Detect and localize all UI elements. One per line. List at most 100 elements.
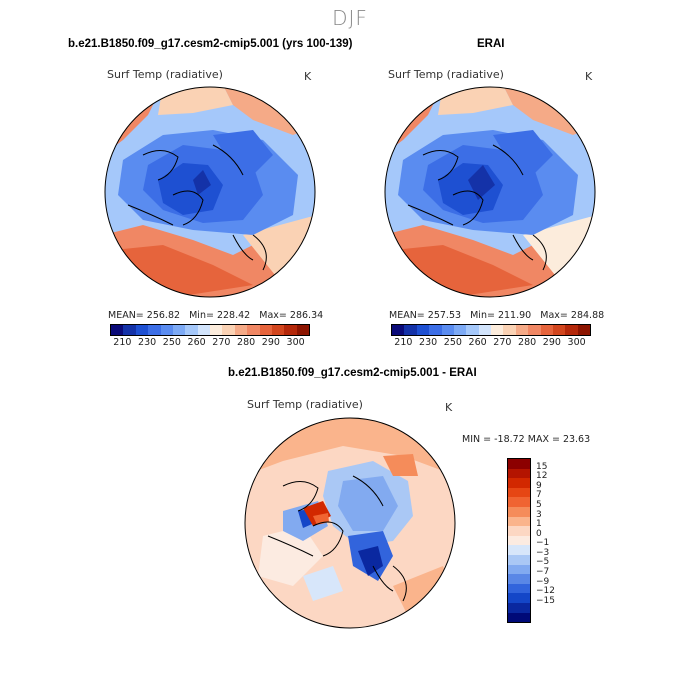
colorbar-swatch — [185, 325, 198, 335]
diff-colorbar-label: 9 — [536, 480, 542, 491]
colorbar-swatch — [296, 325, 309, 335]
colorbar-tick-label: 230 — [419, 337, 438, 348]
right-units-label: K — [585, 70, 593, 83]
colorbar-tick-label: 300 — [567, 337, 586, 348]
colorbar-swatch — [416, 325, 430, 335]
colorbar-swatch — [404, 325, 417, 335]
colorbar-tick-label: 250 — [443, 337, 462, 348]
diff-colorbar-swatch — [508, 487, 530, 498]
diff-colorbar-label: 15 — [536, 461, 548, 472]
diff-colorbar-label: 7 — [536, 490, 542, 501]
left-variable-label: Surf Temp (radiative) — [107, 68, 223, 81]
right-variable-label: Surf Temp (radiative) — [388, 68, 504, 81]
colorbar-swatch — [135, 325, 149, 335]
diff-colorbar-swatch — [508, 526, 530, 536]
diff-colorbar-swatch — [508, 497, 530, 507]
colorbar-swatch — [577, 325, 590, 335]
right-polar-map — [384, 86, 596, 298]
diff-minmax: MIN = -18.72 MAX = 23.63 — [462, 434, 591, 445]
left-colorbar-ticks: 210 230 250 260 270 280 290 300 — [110, 337, 308, 349]
diff-colorbar-swatch — [508, 583, 530, 594]
diff-colorbar-swatch — [508, 564, 530, 575]
left-stats: MEAN= 256.82 Min= 228.42 Max= 286.34 — [108, 310, 324, 321]
colorbar-swatch — [478, 325, 491, 335]
diff-colorbar-label: 3 — [536, 509, 542, 520]
colorbar-swatch — [552, 325, 566, 335]
diff-colorbar-label: −3 — [536, 547, 550, 558]
diff-polar-map — [244, 417, 456, 629]
diff-colorbar-label: 0 — [536, 528, 542, 539]
colorbar-swatch — [540, 325, 553, 335]
colorbar-swatch — [247, 325, 260, 335]
season-title: DJF — [332, 6, 368, 30]
colorbar-tick-label: 270 — [212, 337, 231, 348]
colorbar-tick-label: 300 — [286, 337, 305, 348]
diff-colorbar-label: 12 — [536, 471, 548, 482]
diff-colorbar-label: −12 — [536, 586, 555, 597]
colorbar-swatch — [528, 325, 541, 335]
colorbar-swatch — [259, 325, 272, 335]
colorbar-swatch — [392, 325, 405, 335]
colorbar-swatch — [222, 325, 235, 335]
colorbar-tick-label: 260 — [468, 337, 487, 348]
colorbar-swatch — [491, 325, 504, 335]
diff-colorbar-label: 5 — [536, 499, 542, 510]
colorbar-tick-label: 290 — [261, 337, 280, 348]
diff-colorbar-swatch — [508, 593, 530, 603]
right-panel-title: ERAI — [477, 38, 505, 50]
diff-colorbar-label: 1 — [536, 519, 542, 530]
diff-colorbar-label: −1 — [536, 538, 550, 549]
colorbar-swatch — [160, 325, 173, 335]
diff-colorbar-swatch — [508, 478, 530, 488]
right-stats: MEAN= 257.53 Min= 211.90 Max= 284.88 — [389, 310, 605, 321]
colorbar-swatch — [441, 325, 454, 335]
diff-colorbar-label: −7 — [536, 567, 550, 578]
colorbar-swatch — [284, 325, 297, 335]
colorbar-tick-label: 280 — [518, 337, 537, 348]
diff-panel-title: b.e21.B1850.f09_g17.cesm2-cmip5.001 - ER… — [228, 367, 477, 379]
diff-colorbar-swatch — [508, 506, 530, 517]
colorbar-swatch — [565, 325, 578, 335]
left-polar-map — [104, 86, 316, 298]
left-units-label: K — [304, 70, 312, 83]
colorbar-swatch — [429, 325, 442, 335]
right-colorbar-ticks: 210 230 250 260 270 280 290 300 — [391, 337, 589, 349]
colorbar-tick-label: 250 — [162, 337, 181, 348]
colorbar-swatch — [453, 325, 467, 335]
diff-colorbar-label: −5 — [536, 557, 550, 568]
colorbar-tick-label: 280 — [237, 337, 256, 348]
colorbar-tick-label: 230 — [138, 337, 157, 348]
colorbar-swatch — [123, 325, 136, 335]
colorbar-tick-label: 290 — [542, 337, 561, 348]
diff-colorbar-swatch — [508, 554, 530, 565]
diff-colorbar-swatch — [508, 602, 530, 613]
colorbar-swatch — [503, 325, 516, 335]
colorbar-swatch — [515, 325, 529, 335]
diff-colorbar-label: −15 — [536, 595, 555, 606]
left-colorbar — [110, 324, 310, 336]
left-panel-title: b.e21.B1850.f09_g17.cesm2-cmip5.001 (yrs… — [68, 38, 353, 50]
colorbar-swatch — [148, 325, 161, 335]
diff-colorbar-swatch — [508, 545, 530, 555]
diff-colorbar-swatch — [508, 574, 530, 584]
colorbar-swatch — [466, 325, 479, 335]
colorbar-tick-label: 210 — [394, 337, 413, 348]
colorbar-tick-label: 260 — [187, 337, 206, 348]
diff-colorbar-swatch — [508, 612, 530, 623]
diff-colorbar-swatch — [508, 516, 530, 527]
diff-colorbar-labels: 15 12 9 7 5 3 1 0 −1 −3 −5 −7 −9 −12 −15 — [536, 458, 576, 621]
colorbar-swatch — [197, 325, 210, 335]
diff-colorbar — [507, 458, 531, 623]
colorbar-swatch — [210, 325, 223, 335]
diff-colorbar-swatch — [508, 535, 530, 546]
diff-colorbar-swatch — [508, 459, 530, 469]
diff-colorbar-swatch — [508, 468, 530, 479]
colorbar-tick-label: 270 — [493, 337, 512, 348]
diff-colorbar-label: −9 — [536, 576, 550, 587]
diff-variable-label: Surf Temp (radiative) — [247, 398, 363, 411]
colorbar-swatch — [172, 325, 186, 335]
colorbar-swatch — [111, 325, 124, 335]
colorbar-swatch — [271, 325, 285, 335]
diff-units-label: K — [445, 401, 453, 414]
right-colorbar — [391, 324, 591, 336]
